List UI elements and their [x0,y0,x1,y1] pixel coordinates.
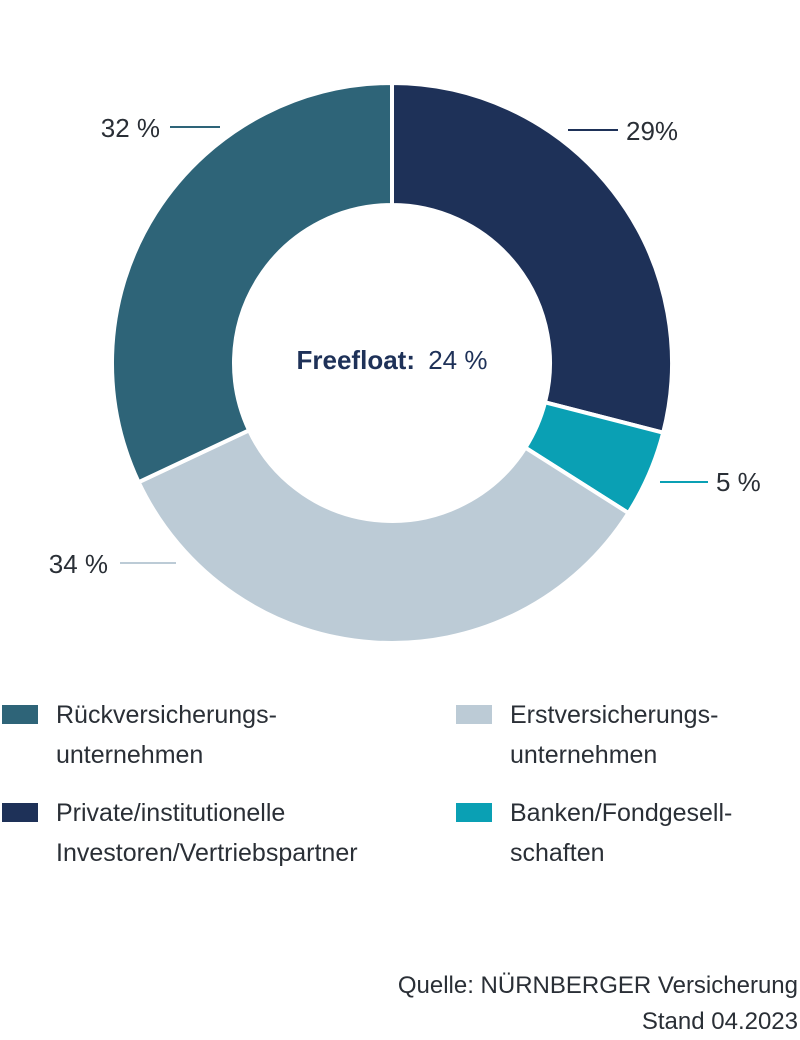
legend-swatch [456,705,492,724]
legend-label: Banken/Fondgesell- schaften [510,799,733,867]
center-label: Freefloat: 24 % [297,345,488,375]
legend-label: Private/institutionelle Investoren/Vertr… [56,799,358,867]
legend-item-erstversicherung: Erstversicherungs- unternehmen [456,695,718,775]
slice-label-4: 32 % [101,113,160,143]
slice-4 [110,81,394,485]
center-label-value: 24 % [428,345,487,375]
slice-label-1: 29% [626,116,678,146]
legend-label: Rückversicherungs- unternehmen [56,701,277,769]
legend-item-private-investoren: Private/institutionelle Investoren/Vertr… [2,793,358,873]
legend-item-rueckversicherung: Rückversicherungs- unternehmen [2,695,277,775]
center-label-bold: Freefloat: [297,345,415,375]
legend-swatch [456,803,492,822]
legend-item-banken-fonds: Banken/Fondgesell- schaften [456,793,732,873]
donut-chart: 29% 5 % 34 % 32 % Freefloat: 24 % [49,81,761,645]
legend-label: Erstversicherungs- unternehmen [510,701,719,769]
legend-swatch [2,803,38,822]
source-note: Quelle: NÜRNBERGER Versicherung Stand 04… [398,968,798,1040]
slice-3 [136,428,631,645]
slice-1 [390,81,674,435]
slice-label-3: 34 % [49,549,108,579]
source-date: Stand 04.2023 [641,1008,798,1035]
legend-swatch [2,705,38,724]
source-line: Quelle: NÜRNBERGER Versicherung [397,972,798,999]
slice-label-2: 5 % [716,467,761,497]
